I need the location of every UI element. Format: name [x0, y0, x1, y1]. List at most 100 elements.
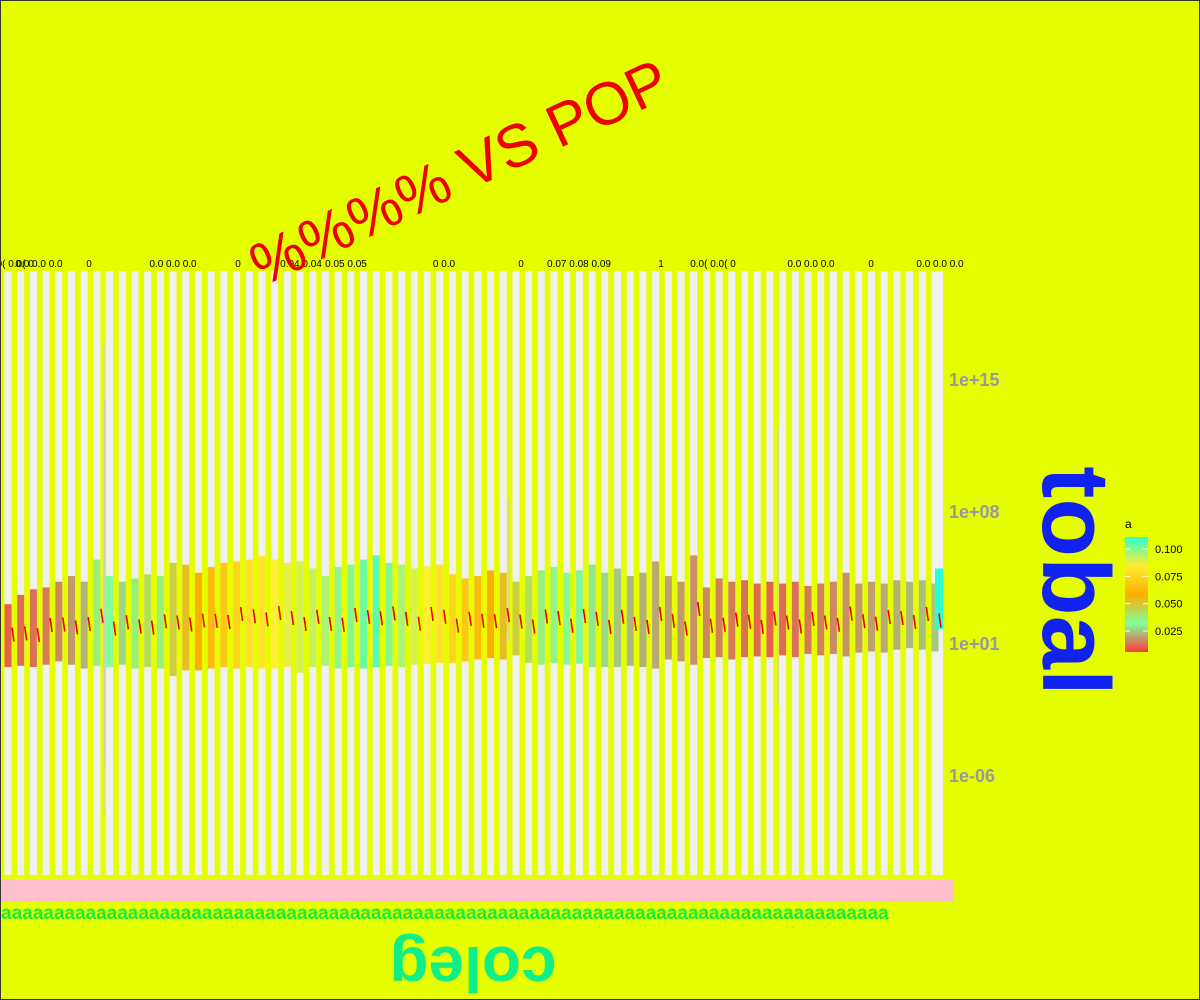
facet-bar — [677, 581, 685, 662]
facet-bar — [741, 580, 749, 658]
facet-strip-label: 0.0 0.0 0.0 — [787, 259, 835, 270]
chart-title: %%%% VS POP — [240, 46, 679, 298]
facet-strip-label: 0 — [868, 259, 874, 270]
facet-bar — [207, 567, 215, 669]
facet-bar — [118, 581, 126, 665]
facet-bar — [372, 555, 380, 668]
data-marks — [11, 601, 942, 643]
facet-bar — [144, 574, 152, 668]
facet-strip-label: 0 — [86, 259, 92, 270]
facet-bar — [563, 572, 571, 665]
facet-panel — [855, 271, 863, 875]
facet-panel — [766, 271, 774, 875]
facet-panel — [17, 271, 25, 875]
facet-bar — [588, 564, 596, 668]
facet-bar — [601, 572, 609, 668]
data-mark — [849, 606, 853, 621]
facet-bar — [715, 578, 723, 658]
facet-panel — [156, 271, 164, 875]
data-mark — [404, 611, 409, 626]
facet-bar — [80, 581, 88, 669]
facet-bar-final — [935, 568, 943, 630]
facet-bar — [169, 562, 177, 677]
facet-bar — [321, 576, 329, 666]
facet-panel — [118, 271, 126, 875]
data-mark — [239, 606, 244, 622]
facet-bar — [918, 580, 926, 650]
facet-bar — [842, 572, 850, 657]
facet-panel — [80, 271, 88, 875]
facet-bar — [817, 583, 825, 656]
facet-strip-label: 0.0 0.0 0.0 — [15, 259, 63, 270]
facet-strip-label: 0.05 0.05 — [325, 259, 367, 270]
x-tick-labels: aaaaaaaaaaaaaaaaaaaaaaaaaaaaaaaaaaaaaaaa… — [1, 903, 889, 924]
data-mark — [658, 606, 663, 622]
legend-colorbar — [1125, 537, 1148, 652]
facet-panel — [42, 271, 50, 875]
data-mark — [506, 608, 511, 623]
facet-bar — [525, 576, 533, 663]
facet-panel — [474, 271, 482, 875]
y-axis-title: tobal — [1022, 466, 1129, 695]
data-mark — [138, 619, 142, 634]
data-mark — [633, 616, 638, 632]
facet-bar — [880, 583, 888, 653]
data-mark — [696, 601, 701, 617]
data-mark — [671, 613, 676, 628]
facet-panel — [702, 271, 710, 875]
facet-bar — [156, 576, 164, 669]
facet-bar — [829, 581, 837, 654]
facet-bar — [106, 576, 114, 668]
facet-bar — [271, 559, 279, 669]
data-mark — [277, 605, 282, 621]
facet-bar — [334, 567, 342, 669]
facet-panel — [448, 271, 456, 875]
facet-bar — [868, 581, 876, 652]
facet-bar — [512, 581, 520, 656]
data-mark — [125, 615, 130, 630]
y-tick-label: 1e+15 — [949, 370, 1000, 390]
facet-bar — [575, 570, 583, 664]
data-mark — [417, 616, 422, 631]
y-tick-label: 1e-06 — [949, 766, 995, 786]
facet-strips — [4, 271, 943, 875]
facet-bar — [804, 585, 812, 654]
facet-strip-label: 0.04 0.04 — [280, 259, 322, 270]
data-mark — [23, 626, 28, 641]
facet-bar — [664, 576, 672, 660]
facet-panel — [677, 271, 685, 875]
data-mark — [379, 611, 384, 626]
facet-panel — [525, 271, 533, 875]
facet-strip-label: 0.0 0.0 0.0 — [916, 259, 964, 270]
facet-bar — [258, 556, 266, 669]
data-mark — [823, 615, 828, 630]
facet-bar — [893, 580, 901, 650]
data-mark — [214, 613, 218, 628]
facet-bar — [702, 587, 710, 659]
facet-panel — [906, 271, 914, 875]
legend-tick-label: 0.050 — [1155, 599, 1183, 611]
legend-ticks: 0.100 0.075 0.050 0.025 — [1125, 544, 1183, 638]
facet-panel — [321, 271, 329, 875]
facet-bar — [245, 559, 253, 668]
data-mark — [544, 609, 549, 624]
facet-boxes — [4, 344, 943, 813]
facet-bar — [233, 561, 241, 669]
data-mark — [722, 617, 726, 632]
data-mark — [773, 611, 777, 626]
x-axis-title: coleg — [389, 933, 556, 999]
facet-strip-label: 0.0( 0.0( 0 — [1, 259, 34, 270]
data-mark — [328, 616, 333, 632]
data-mark — [900, 610, 904, 626]
data-mark — [303, 616, 307, 632]
facet-panel — [791, 271, 799, 875]
data-mark — [862, 613, 866, 629]
facet-bar — [436, 564, 444, 663]
facet-bar — [474, 576, 482, 660]
facet-bar — [17, 594, 25, 666]
facet-bar — [626, 576, 634, 666]
facet-bar — [448, 574, 456, 663]
facet-panel — [741, 271, 749, 875]
facet-bar — [791, 581, 799, 658]
